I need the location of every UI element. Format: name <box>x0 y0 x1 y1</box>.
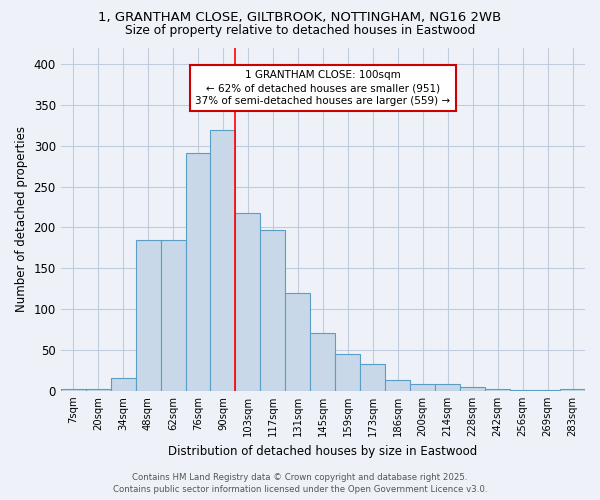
Bar <box>136 240 161 391</box>
Bar <box>61 390 86 391</box>
Text: Size of property relative to detached houses in Eastwood: Size of property relative to detached ho… <box>125 24 475 37</box>
Bar <box>535 390 560 391</box>
Y-axis label: Number of detached properties: Number of detached properties <box>15 126 28 312</box>
Bar <box>460 387 485 391</box>
Bar <box>260 230 286 391</box>
Bar <box>161 240 185 391</box>
Bar <box>235 212 260 391</box>
Bar <box>410 384 435 391</box>
Bar <box>385 380 410 391</box>
Bar <box>560 390 585 391</box>
Bar <box>286 293 310 391</box>
Bar <box>110 378 136 391</box>
Bar <box>310 333 335 391</box>
Bar <box>510 390 535 391</box>
Bar <box>86 390 110 391</box>
Bar <box>335 354 360 391</box>
Text: Contains HM Land Registry data © Crown copyright and database right 2025.
Contai: Contains HM Land Registry data © Crown c… <box>113 472 487 494</box>
Bar <box>435 384 460 391</box>
Bar <box>485 390 510 391</box>
Text: 1 GRANTHAM CLOSE: 100sqm
← 62% of detached houses are smaller (951)
37% of semi-: 1 GRANTHAM CLOSE: 100sqm ← 62% of detach… <box>195 70 451 106</box>
Bar <box>185 153 211 391</box>
Bar <box>360 364 385 391</box>
Bar <box>211 130 235 391</box>
Text: 1, GRANTHAM CLOSE, GILTBROOK, NOTTINGHAM, NG16 2WB: 1, GRANTHAM CLOSE, GILTBROOK, NOTTINGHAM… <box>98 11 502 24</box>
X-axis label: Distribution of detached houses by size in Eastwood: Distribution of detached houses by size … <box>168 444 478 458</box>
